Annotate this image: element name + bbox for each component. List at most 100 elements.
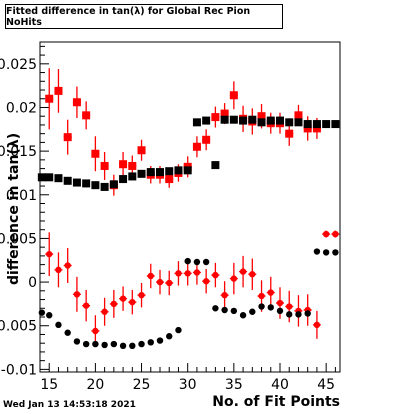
data-point-square	[100, 161, 109, 170]
data-point-circle	[286, 311, 293, 318]
y-tick-label: 0.02	[6, 100, 37, 116]
data-point-square	[192, 118, 201, 127]
data-point-square	[257, 112, 266, 121]
data-point-square	[128, 161, 137, 170]
data-point-circle	[249, 308, 256, 315]
data-point-square	[229, 115, 238, 124]
data-point-square	[72, 178, 81, 187]
data-point-circle	[82, 302, 90, 309]
data-point-square	[72, 98, 81, 107]
data-point-square	[137, 146, 146, 155]
data-point-square	[312, 120, 321, 129]
data-point-circle	[110, 300, 118, 308]
data-point-square	[146, 168, 155, 177]
data-point-square	[45, 94, 54, 103]
data-point-square	[109, 180, 118, 189]
x-axis-label: No. of Fit Points	[212, 394, 340, 410]
data-point-circle	[239, 312, 247, 319]
data-point-square	[91, 181, 100, 190]
data-point-circle	[332, 230, 339, 238]
data-point-circle	[38, 309, 46, 316]
data-point-circle	[129, 342, 136, 350]
y-tick-label: -0.005	[0, 319, 37, 335]
data-point-circle	[110, 340, 118, 348]
x-tick-label: 45	[317, 377, 335, 393]
y-axis-label: difference in tan(λ)	[6, 132, 22, 285]
data-point-square	[174, 166, 183, 175]
data-point-circle	[92, 327, 99, 335]
data-point-circle	[55, 321, 62, 329]
data-point-square	[266, 116, 275, 125]
data-point-circle	[202, 278, 210, 285]
timestamp: Wed Jan 13 14:53:18 2021	[3, 400, 136, 410]
data-point-circle	[55, 266, 62, 274]
x-tick-label: 25	[133, 377, 151, 393]
data-point-circle	[267, 304, 274, 311]
data-point-square	[202, 116, 211, 125]
data-point-circle	[64, 262, 71, 269]
data-point-circle	[230, 307, 238, 315]
x-tick-label: 20	[86, 377, 104, 393]
data-point-square	[100, 182, 109, 191]
data-point-circle	[46, 312, 53, 319]
data-point-circle	[175, 326, 182, 334]
chart-title: Fitted difference in tan(λ) for Global R…	[5, 4, 283, 29]
data-point-circle	[258, 303, 265, 310]
data-point-circle	[212, 271, 219, 279]
data-point-circle	[147, 272, 154, 280]
data-point-square	[322, 120, 331, 129]
data-point-circle	[276, 307, 284, 315]
data-point-circle	[138, 291, 145, 299]
data-point-square	[192, 142, 201, 151]
data-point-circle	[184, 270, 191, 277]
data-point-circle	[230, 275, 238, 282]
data-point-square	[294, 111, 303, 120]
data-point-square	[303, 124, 312, 133]
data-point-circle	[267, 289, 274, 296]
data-point-square	[119, 160, 128, 169]
chart-title-text: Fitted difference in tan(λ) for Global R…	[6, 5, 251, 28]
data-point-square	[248, 115, 257, 124]
data-point-square	[54, 86, 63, 95]
data-point-circle	[82, 340, 90, 348]
data-point-circle	[249, 271, 256, 278]
data-point-square	[63, 176, 72, 185]
data-point-circle	[101, 341, 108, 349]
data-point-circle	[129, 298, 136, 306]
data-point-square	[63, 133, 72, 142]
data-point-circle	[286, 303, 293, 310]
data-point-circle	[221, 306, 228, 314]
data-point-square	[239, 116, 248, 125]
plot-frame	[39, 41, 341, 373]
data-point-circle	[322, 230, 330, 238]
data-point-circle	[313, 321, 321, 329]
data-point-square	[220, 109, 229, 118]
data-point-circle	[156, 337, 164, 344]
data-point-square	[211, 161, 220, 170]
data-point-circle	[202, 258, 210, 266]
data-point-square	[285, 129, 294, 138]
y-tick-label: 0.005	[0, 231, 37, 247]
data-point-circle	[138, 340, 145, 348]
data-point-circle	[46, 250, 53, 258]
data-point-square	[220, 115, 229, 124]
data-point-square	[183, 166, 192, 175]
data-point-circle	[322, 249, 330, 256]
x-tick-label: 15	[40, 377, 58, 393]
data-point-circle	[175, 270, 182, 277]
data-point-circle	[166, 279, 173, 287]
data-point-square	[45, 173, 54, 182]
x-tick-label: 40	[271, 377, 289, 393]
data-point-circle	[73, 291, 81, 298]
data-point-circle	[147, 339, 154, 346]
data-point-circle	[166, 333, 173, 340]
data-point-square	[137, 169, 146, 178]
data-point-square	[285, 118, 294, 127]
data-point-square	[294, 118, 303, 127]
data-point-square	[257, 118, 266, 127]
data-point-square	[229, 91, 238, 100]
data-point-square	[312, 124, 321, 133]
data-point-circle	[193, 258, 201, 266]
data-point-circle	[258, 292, 265, 300]
